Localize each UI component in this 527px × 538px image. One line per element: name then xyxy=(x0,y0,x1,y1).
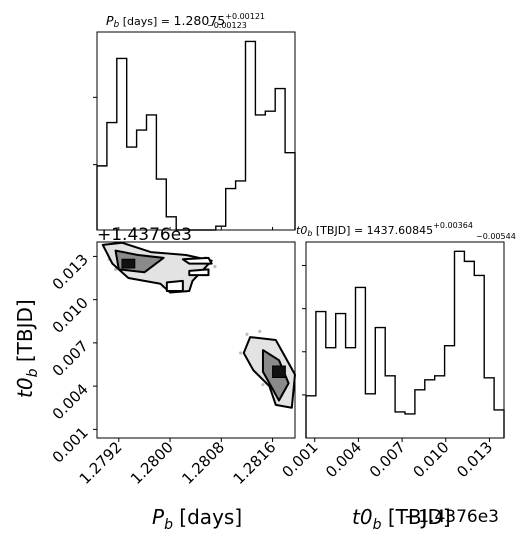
x-tick-label: 0.007 xyxy=(366,438,409,481)
xlabel-t0b: t0b [TBJD] xyxy=(352,505,451,533)
hist-t0b-series xyxy=(305,250,505,438)
scatter-y-offset-label: +1.4376e3 xyxy=(97,225,192,245)
contour-ring xyxy=(181,256,213,265)
y-tick-label: 0.013 xyxy=(49,251,92,294)
title-pb: Pb [days] = 1.28075+0.00121 xyxy=(106,12,265,30)
hist-panel-t0b: 0.001 0.004 0.007 0.010 0.013 t0b [TBJD] = 1… xyxy=(278,221,515,527)
contour-core xyxy=(272,365,286,378)
x-tick-label: 1.2800 xyxy=(127,438,177,488)
contour-core xyxy=(121,258,136,269)
ylabel-t0b: t0b [TBJD] xyxy=(13,299,41,398)
scatter-frame xyxy=(96,241,296,439)
hist-panel-pb: Pb [days] = 1.28075+0.00121 −0.00123 xyxy=(93,12,296,231)
scatter-panel: 1.2792 1.2800 1.2808 1.2816 0.0010.0040.007… xyxy=(49,225,296,488)
hist-t0b-frame xyxy=(305,241,505,439)
xlabel-pb: Pb [days] xyxy=(152,505,242,533)
y-tick-label: 0.010 xyxy=(49,294,92,337)
scatter-point xyxy=(113,267,118,271)
scatter-point xyxy=(258,329,262,333)
scatter-point xyxy=(261,383,265,387)
y-tick-label: 0.007 xyxy=(49,337,92,380)
x-tick-label: 0.013 xyxy=(453,438,496,481)
title-t0b-minus: −0.00544 xyxy=(476,232,516,241)
hist-pb-series xyxy=(96,40,296,231)
y-tick-label: 0.004 xyxy=(49,380,92,423)
x-tick-label: 0.010 xyxy=(409,438,452,481)
x-tick-label: 0.004 xyxy=(322,438,365,481)
title-t0b: t0b [TBJD] = 1437.60845+0.00364 xyxy=(296,221,473,238)
x-tick-label: 1.2792 xyxy=(76,438,126,488)
scatter-contours xyxy=(101,241,296,409)
y-tick-label: 0.001 xyxy=(49,423,92,466)
hist-t0b-yticks xyxy=(302,265,306,396)
title-pb-minus: −0.00123 xyxy=(207,21,247,30)
x-tick-label: 1.2808 xyxy=(178,438,228,488)
hist-t0b-x-offset-label: +1.4376e3 xyxy=(404,507,499,527)
scatter-point xyxy=(213,264,217,269)
hist-pb-yticks xyxy=(93,96,97,166)
contour-ring xyxy=(188,268,210,277)
x-tick-label: 0.001 xyxy=(278,438,321,481)
scatter-point xyxy=(238,351,243,355)
x-tick-label: 1.2816 xyxy=(230,438,280,488)
hist-t0b-xticks: 0.001 0.004 0.007 0.010 0.013 xyxy=(278,438,496,481)
scatter-point xyxy=(245,332,249,336)
contour-ring xyxy=(165,279,184,292)
